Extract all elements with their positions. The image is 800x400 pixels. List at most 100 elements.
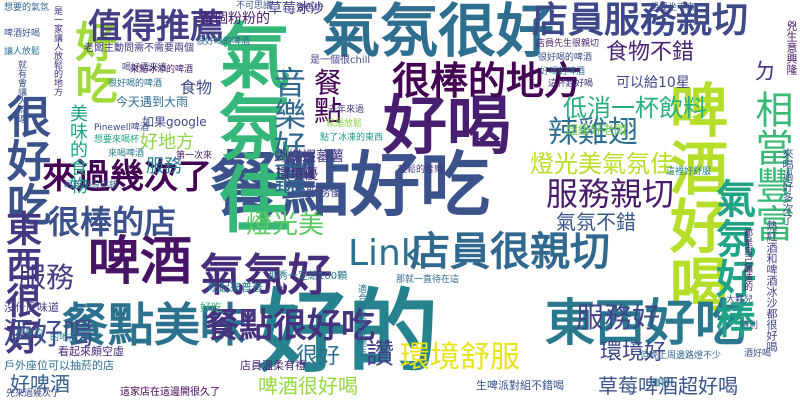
word: 超級好老闆 — [566, 123, 627, 137]
word: 氣氛不錯 — [556, 210, 636, 234]
word: 第一次來 — [176, 151, 213, 161]
word: 來過幾次了 — [42, 157, 212, 197]
word: 餐點好吃 — [210, 144, 490, 226]
word: 值得推薦 — [88, 7, 224, 47]
word: 想要來喝杯 — [94, 135, 140, 145]
word: 蝴蝶蝦蕃薯 — [274, 149, 344, 165]
word: 相當豐富 — [749, 90, 793, 242]
word: 讚 — [366, 337, 395, 370]
word: 好喝 — [383, 90, 511, 164]
word: 兇生意興隆 — [785, 20, 798, 75]
word: 低消一杯飲料 — [563, 94, 707, 122]
word: 好地方 — [140, 132, 194, 153]
word: 辣雞翅 — [548, 115, 638, 150]
word: 好喝的啤酒 — [540, 67, 586, 77]
word: 服務 — [18, 261, 75, 294]
word: 都是自己釀造的 — [742, 228, 752, 291]
word: 熱紅酒和啤酒冰沙都很好喝 — [765, 220, 778, 352]
word: 環境優 — [276, 167, 318, 183]
word: 看起來頗空虛 — [58, 345, 124, 358]
word: 今天遇到大雨 — [116, 95, 189, 109]
word: 氣氛很好 — [322, 0, 555, 65]
word: 感覺的 — [16, 329, 44, 339]
word: 喝起來很不錯 — [64, 181, 119, 191]
word: 老闆主動問需不需要兩個 — [84, 43, 194, 54]
word: 很好吃 — [0, 94, 50, 226]
word: 店員先生很親切 — [536, 39, 600, 49]
word: 來喝啤酒 — [108, 149, 145, 159]
word: 就是放鬆 — [326, 119, 363, 129]
word: 燈光美氣氛佳 — [530, 150, 674, 178]
word: 服務 — [146, 156, 182, 177]
word: 酒好喝 — [744, 349, 772, 359]
word: 這杯超好喝 — [548, 79, 594, 89]
word: 東西很好 — [0, 210, 41, 354]
word: 這裡好舒服 — [666, 167, 712, 177]
word: 會再訪 — [296, 3, 324, 13]
word: 服務親切 — [546, 175, 675, 213]
word: 餐點很好吃 — [205, 306, 375, 346]
word: 來點冰涼的啤酒 — [130, 65, 194, 75]
word: ㄉ — [754, 60, 777, 85]
word: 來喝過好多次了 — [781, 148, 794, 225]
word: 讚歡 — [652, 379, 671, 389]
word: 是一家讓人放鬆的地方 — [52, 6, 62, 96]
word: 想要的氣氛 — [4, 3, 50, 13]
word: 東西好吃 — [545, 294, 745, 352]
word: 讓人放鬆 — [4, 47, 41, 57]
word: 就有會讓人流連 — [16, 60, 26, 123]
word: 整個粉粉的 — [200, 11, 270, 27]
word: 餐點美味 — [62, 298, 246, 352]
word: 啤酒很好喝 — [258, 374, 358, 398]
word: 草莓啤酒超好喝 — [598, 374, 738, 398]
word: 啤酒好喝 — [4, 29, 41, 39]
word: 很好喝的啤酒 — [196, 37, 251, 47]
word: 氣氛好 — [200, 250, 332, 301]
word: 好啤酒 — [10, 372, 70, 396]
word: 很棒的地方 — [392, 59, 583, 103]
word: 環境舒服 — [400, 340, 520, 375]
word: 不可思議 — [236, 1, 273, 11]
word: 但晚上周邊路燈不少 — [640, 351, 722, 361]
word: 點了冰凍的東西 — [320, 133, 384, 143]
word: 特別 — [740, 321, 759, 331]
word: 適合聊天的好地方 — [356, 284, 366, 356]
word: 去年來過 — [328, 105, 365, 115]
word: 好吃 — [200, 301, 222, 314]
word: 沒什麼味道 — [4, 301, 59, 314]
word: 酒好喝 — [3, 317, 93, 352]
word: 好吃 — [69, 20, 118, 104]
word: Pinewell啤酒 — [94, 123, 149, 133]
word: 想要坐下來 — [650, 3, 696, 13]
word: 那秀一定給100顆 — [268, 271, 348, 282]
word: 店員很親切 — [410, 229, 610, 275]
word: 環境好 — [600, 340, 667, 365]
word: 吃起來普普 — [208, 281, 263, 294]
word: 店員溫柔有禮 — [240, 359, 306, 372]
word: 輕鬆的音樂 — [398, 165, 444, 175]
word: 燈光美 — [246, 210, 325, 240]
word: 食物不錯 — [606, 40, 695, 65]
word: 食物 — [180, 78, 213, 97]
word: 服務優 — [306, 185, 343, 199]
word: 如果google — [142, 115, 207, 129]
word: 美味的食物 — [67, 104, 88, 194]
word: Link — [348, 233, 422, 274]
word: 戶外座位可以抽菸的店 — [4, 359, 114, 372]
word: 餐點 — [310, 68, 343, 124]
word: 很好 — [296, 344, 341, 369]
word: 很好喝的啤酒 — [538, 53, 593, 63]
word: 大夥兒 — [726, 295, 754, 305]
word: 很好喝的啤酒 — [108, 79, 163, 89]
word: 服務好 — [576, 301, 661, 334]
word: 很棒的店 — [48, 203, 177, 241]
word: 先來過幾次了 — [6, 389, 61, 399]
word: 啤酒好喝 — [660, 80, 728, 312]
word: 氣氛好棒 — [709, 178, 755, 338]
word: 喝好酒來這 — [122, 63, 168, 73]
word: 音樂好聽 — [269, 66, 307, 194]
word: 氣氛佳 — [206, 18, 290, 234]
word: 的地方 — [50, 333, 78, 343]
word: 這家店在這邊開很久了 — [120, 387, 220, 398]
